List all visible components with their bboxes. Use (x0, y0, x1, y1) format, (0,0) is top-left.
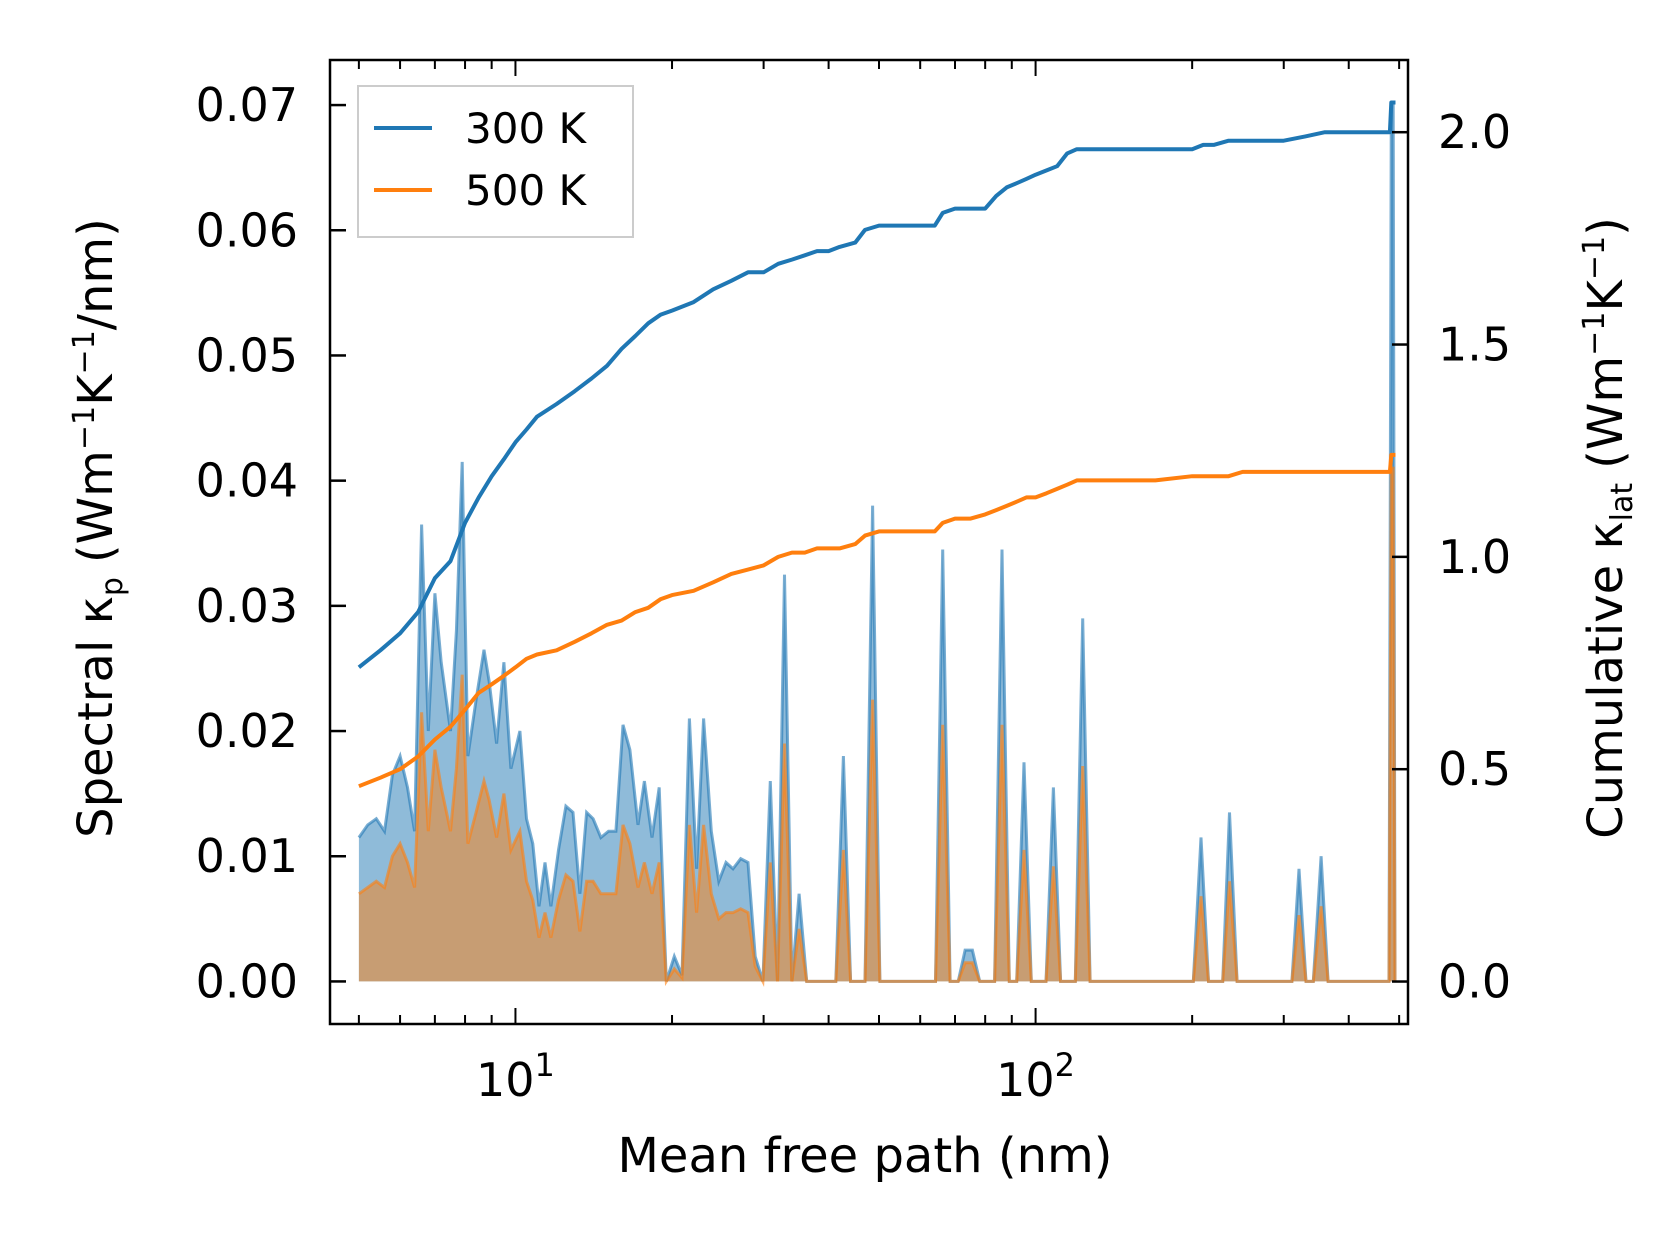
x-tick-label-exponent: 1 (535, 1046, 555, 1084)
left-y-axis-title: Spectral κp(Wm−1K−1/nm) (67, 218, 130, 838)
left-y-tick-label: 0.04 (196, 454, 298, 508)
left-y-tick-label: 0.07 (196, 78, 298, 132)
right-y-tick-label: 0.5 (1438, 742, 1511, 796)
legend-frame (357, 85, 634, 238)
left-y-tick-label: 0.02 (196, 704, 298, 758)
x-tick-label-base: 10 (996, 1053, 1055, 1107)
plot-frame (328, 58, 1410, 1026)
right-y-tick-label: 1.0 (1438, 530, 1511, 584)
spectral-line-500k (358, 466, 1397, 987)
left-y-tick-label: 0.06 (196, 203, 298, 257)
right-y-tick-label: 1.5 (1438, 318, 1511, 372)
left-y-tick-label: 0.05 (196, 328, 298, 382)
x-tick-label-exponent: 2 (1055, 1046, 1075, 1084)
spectral-fill-layer (357, 103, 1397, 987)
legend: 300 K 500 K (357, 85, 634, 238)
legend-label-500k: 500 K (465, 166, 588, 215)
left-y-tick-label: 0.03 (196, 579, 298, 633)
right-y-tick-label: 0.0 (1438, 955, 1511, 1009)
line-layer (357, 100, 1396, 789)
x-tick-label-base: 10 (476, 1053, 535, 1107)
axes-layer: 0.00 0.01 0.02 0.03 0.04 0.05 0.06 0.07 0.0 0.5 1.… (196, 58, 1511, 1107)
legend-label-300k: 300 K (465, 104, 588, 153)
left-y-tick-label: 0.01 (196, 829, 298, 883)
x-tick-label: 102 (996, 1046, 1075, 1107)
x-tick-label: 101 (476, 1046, 555, 1107)
cumulative-line-300k (357, 100, 1396, 669)
left-y-tick-label: 0.00 (196, 954, 298, 1008)
right-y-axis-title: Cumulative κlat(Wm−1K−1) (1577, 217, 1640, 839)
cumulative-line-500k (358, 452, 1396, 789)
right-y-tick-label: 2.0 (1438, 105, 1511, 159)
x-axis-title: Mean free path (nm) (618, 1128, 1113, 1184)
